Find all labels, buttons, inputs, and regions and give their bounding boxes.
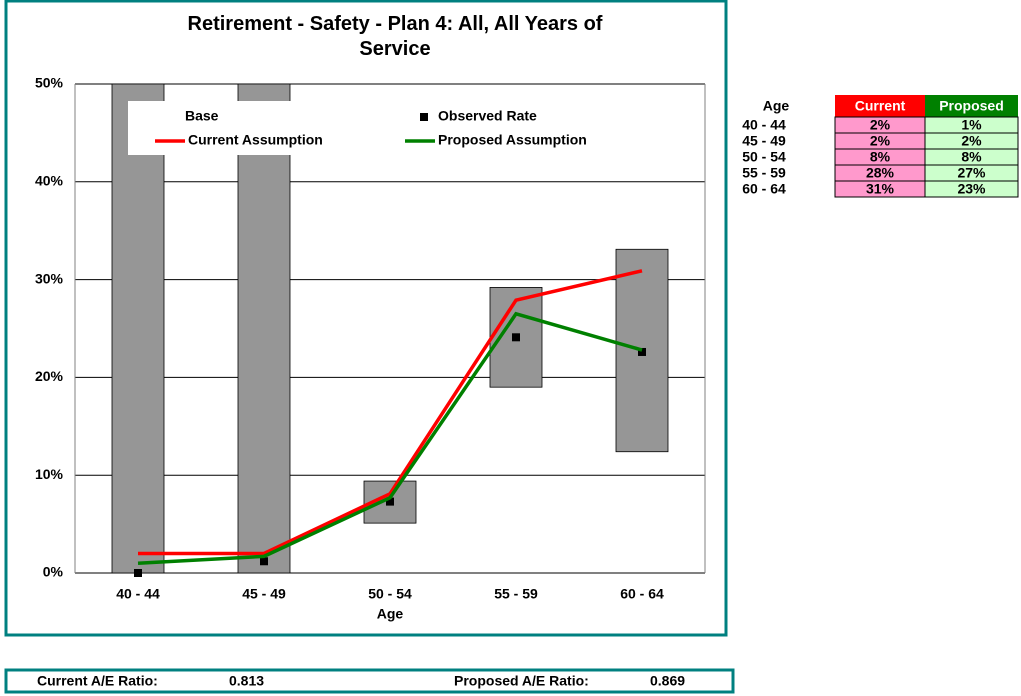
y-tick-label: 50%: [35, 75, 64, 91]
table-cell-text: 60 - 64: [742, 181, 786, 197]
table-header-cell: [734, 95, 818, 117]
observed-point: [260, 557, 268, 566]
table-header: Age: [763, 98, 790, 114]
table-header-cell: [835, 95, 925, 117]
y-tick-label: 10%: [35, 466, 64, 482]
observed-point: [512, 333, 520, 342]
table-cell-text: 1%: [961, 117, 982, 133]
table-cell-text: 2%: [870, 117, 891, 133]
proposed-ratio-value: 0.869: [650, 673, 685, 689]
x-tick-label: 60 - 64: [620, 586, 664, 602]
table-cell-text: 23%: [957, 181, 986, 197]
table-cell-text: 55 - 59: [742, 165, 786, 181]
table-cell-text: 27%: [957, 165, 986, 181]
table-header-cell: [925, 95, 1018, 117]
current-ratio-value: 0.813: [229, 673, 264, 689]
y-tick-label: 20%: [35, 368, 64, 384]
table-cell: [924, 180, 1019, 198]
range-bar: [237, 83, 291, 574]
y-tick-label: 40%: [35, 173, 64, 189]
table-cell-text: 2%: [870, 133, 891, 149]
legend-label: Observed Rate: [438, 108, 537, 124]
legend-marker: [420, 113, 428, 121]
x-tick-label: 55 - 59: [494, 586, 538, 602]
footer-frame: [4, 668, 735, 694]
table-cell-text: 2%: [961, 133, 982, 149]
observed-point: [386, 497, 394, 506]
x-tick-label: 45 - 49: [242, 586, 286, 602]
table-header: Current: [855, 98, 906, 114]
table-cell-text: 8%: [961, 149, 982, 165]
table-header: Proposed: [939, 98, 1004, 114]
x-tick-label: 50 - 54: [368, 586, 412, 602]
legend-label: Proposed Assumption: [438, 132, 587, 148]
table-cell-text: 40 - 44: [742, 117, 786, 133]
table-cell-text: 28%: [866, 165, 895, 181]
table-cell-text: 50 - 54: [742, 149, 786, 165]
observed-point: [638, 347, 646, 356]
assumption-line: [138, 269, 643, 556]
legend-box: [128, 101, 620, 155]
y-tick-label: 0%: [43, 564, 64, 580]
current-ratio-label: Current A/E Ratio:: [37, 673, 158, 689]
x-axis-title: Age: [377, 606, 404, 622]
legend-label: Current Assumption: [188, 132, 323, 148]
table-cell-text: 8%: [870, 149, 891, 165]
observed-point: [134, 569, 142, 577]
y-tick-label: 30%: [35, 270, 64, 286]
table-cell-text: 31%: [866, 181, 895, 197]
range-bar: [111, 83, 165, 574]
proposed-ratio-label: Proposed A/E Ratio:: [454, 673, 589, 689]
assumption-line: [137, 311, 643, 565]
x-tick-label: 40 - 44: [116, 586, 160, 602]
chart-title: Retirement - Safety - Plan 4: All, All Y…: [187, 13, 603, 60]
table-cell-text: 45 - 49: [742, 133, 786, 149]
legend-label: Base: [185, 108, 219, 124]
